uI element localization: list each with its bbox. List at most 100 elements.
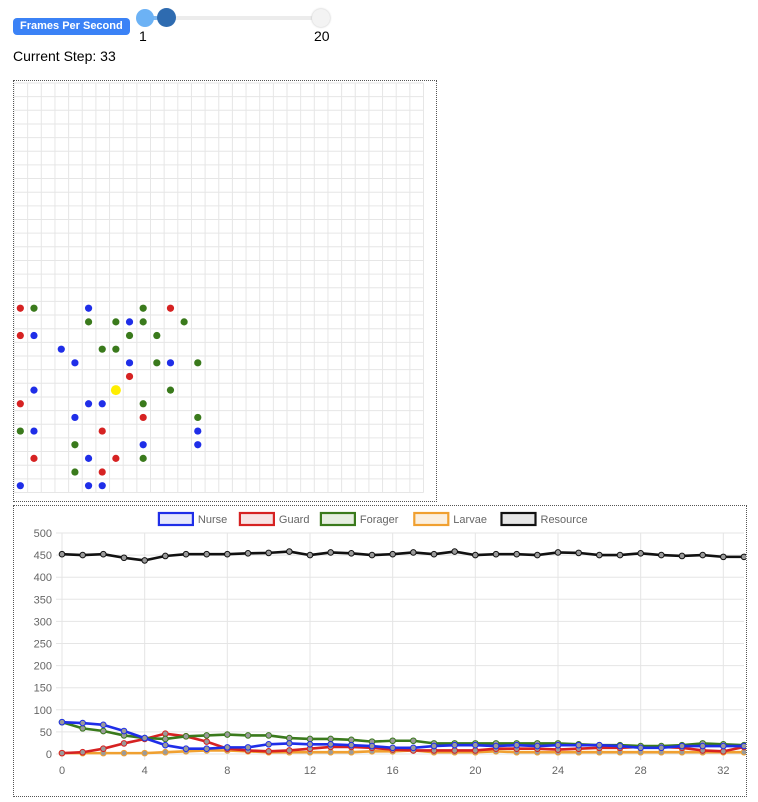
agent-nurse (16, 482, 24, 490)
legend-label-forager: Forager (360, 514, 399, 526)
data-point-guard (100, 745, 107, 752)
slider-value-thumb[interactable] (157, 8, 177, 27)
agent-forager (112, 345, 120, 353)
y-tick-label: 500 (34, 528, 52, 540)
data-point-resource (141, 557, 148, 564)
data-point-nurse (244, 744, 252, 751)
legend-swatch-nurse (157, 511, 194, 527)
agent-forager (153, 331, 161, 340)
agent-nurse (194, 427, 202, 435)
data-point-nurse (472, 741, 479, 749)
data-point-larvae (162, 748, 169, 756)
agent-nurse (84, 482, 93, 490)
data-point-nurse (182, 745, 190, 752)
agent-nurse (84, 400, 93, 408)
fps-slider[interactable]: 1 20 (136, 6, 332, 46)
legend-swatch-forager (319, 511, 356, 527)
data-point-resource (430, 550, 438, 558)
agent-nurse (125, 359, 134, 367)
data-point-nurse (368, 742, 376, 750)
data-point-nurse (678, 742, 686, 750)
agent-guard (98, 427, 106, 435)
agent-nurse (139, 441, 147, 449)
x-tick-label: 16 (387, 765, 399, 777)
agent-forager (194, 413, 202, 422)
slider-min-thumb[interactable] (136, 9, 154, 27)
data-point-resource (472, 551, 479, 559)
tick-labels: 0 50 100 150 200 250 300 350 400 450 500 0 4 8 12 16 20 2… (34, 528, 730, 777)
agent-guard (30, 454, 38, 462)
agent-nurse (125, 318, 134, 326)
data-point-larvae (327, 748, 334, 756)
y-tick-label: 100 (34, 705, 52, 717)
legend-label-larvae: Larvae (453, 514, 487, 526)
data-point-nurse (740, 742, 746, 750)
agent-forager (180, 318, 188, 326)
data-point-resource (244, 550, 252, 557)
data-point-nurse (100, 721, 107, 729)
agent-nurse (166, 359, 175, 367)
data-point-larvae (120, 749, 128, 757)
x-tick-label: 20 (469, 765, 481, 777)
agent-forager (139, 400, 147, 408)
agent-guard (16, 331, 24, 340)
agent-nurse (84, 304, 93, 312)
data-point-nurse (616, 742, 624, 750)
agent-forager (71, 441, 79, 449)
data-point-resource (100, 550, 107, 558)
data-point-resource (554, 549, 562, 556)
x-tick-label: 12 (304, 765, 316, 777)
data-point-resource (224, 550, 231, 558)
data-point-nurse (389, 744, 396, 752)
data-point-forager (327, 735, 334, 743)
agent-guard (98, 468, 106, 476)
data-point-nurse (534, 742, 541, 750)
y-tick-label: 0 (46, 749, 52, 761)
data-point-nurse (348, 741, 355, 749)
data-point-nurse (658, 744, 665, 752)
x-tick-label: 0 (59, 765, 65, 777)
data-point-nurse (120, 727, 128, 735)
series-resource (58, 548, 746, 564)
agent-nurse (71, 413, 79, 422)
x-tick-label: 8 (224, 765, 230, 777)
data-point-forager (224, 731, 231, 738)
data-point-larvae (740, 748, 746, 756)
grid-canvas (14, 82, 424, 493)
x-tick-label: 24 (552, 765, 564, 777)
agent-guard (139, 413, 147, 422)
agent-nurse (30, 331, 38, 340)
data-point-nurse (513, 741, 520, 749)
y-tick-label: 150 (34, 683, 52, 695)
agent-resource (110, 385, 121, 396)
data-point-nurse (327, 740, 334, 748)
data-point-larvae (348, 748, 355, 756)
simulation-grid (13, 80, 437, 502)
data-point-forager (244, 732, 252, 739)
slider-max-thumb[interactable] (312, 9, 330, 27)
data-point-nurse (699, 742, 706, 750)
data-point-forager (100, 727, 107, 735)
slider-track[interactable] (144, 16, 324, 20)
agent-forager (84, 318, 93, 326)
data-point-forager (182, 733, 190, 740)
data-point-guard (451, 747, 458, 754)
y-tick-label: 450 (34, 550, 52, 562)
agent-forager (112, 318, 120, 326)
data-point-resource (410, 549, 417, 556)
data-point-nurse (141, 734, 148, 742)
data-point-resource (699, 551, 706, 559)
y-tick-label: 250 (34, 639, 52, 651)
data-point-nurse (637, 744, 644, 752)
data-point-guard (203, 738, 210, 745)
data-point-nurse (492, 742, 500, 750)
data-point-resource (658, 551, 665, 559)
data-point-resource (575, 549, 582, 557)
data-point-nurse (306, 740, 314, 748)
data-point-resource (637, 550, 644, 557)
agent-nurse (71, 359, 79, 367)
agent-forager (139, 454, 147, 462)
current-step: Current Step: 33 (13, 48, 116, 64)
legend-label-resource: Resource (541, 514, 588, 526)
data-point-resource (120, 554, 128, 562)
